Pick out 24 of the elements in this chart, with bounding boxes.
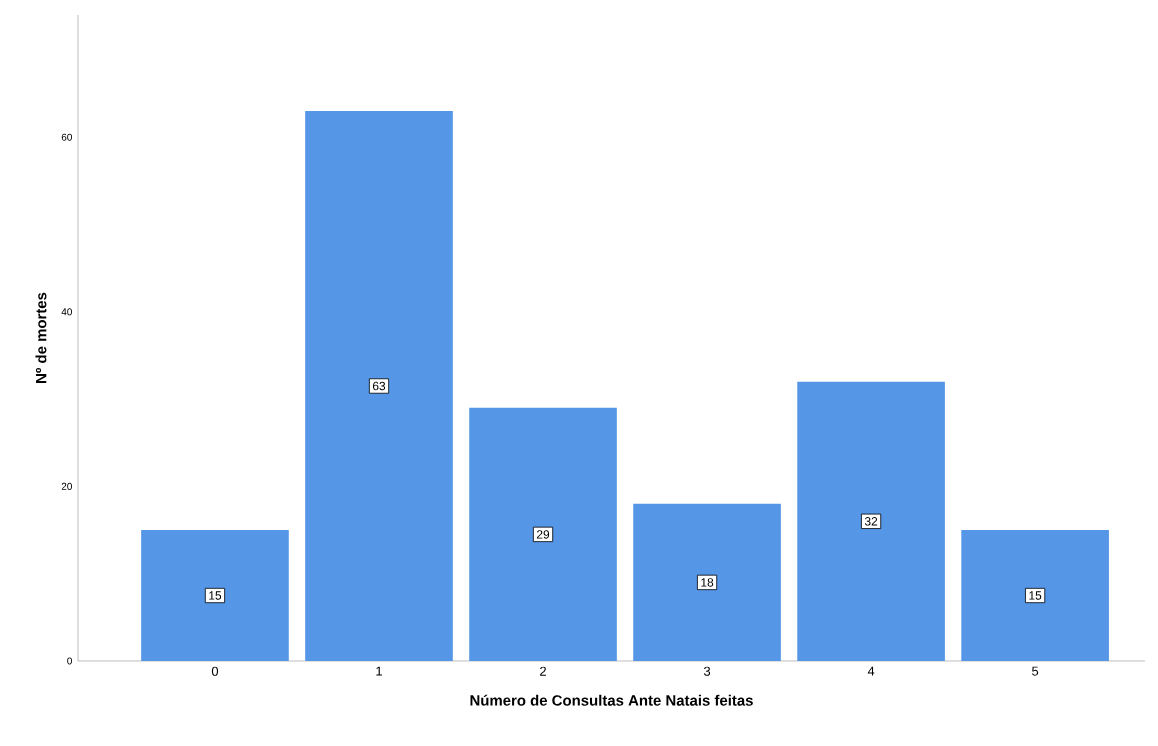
x-tick-label: 0 <box>211 666 219 676</box>
x-tick-label: 4 <box>867 666 875 676</box>
x-tick-label: 3 <box>703 666 711 676</box>
x-tick-label: 2 <box>540 666 546 676</box>
data-label: 15 <box>1029 591 1042 600</box>
bar <box>961 530 1109 661</box>
bar <box>141 530 289 661</box>
x-tick-label: 1 <box>376 666 382 676</box>
data-label: 63 <box>372 381 386 391</box>
x-axis-title: Número de Consultas Ante Natais feitas <box>470 694 753 706</box>
data-label: 32 <box>864 517 878 526</box>
data-label: 18 <box>701 578 714 587</box>
y-tick-label: 60 <box>61 133 72 141</box>
bar <box>305 111 453 661</box>
bar <box>797 381 945 661</box>
data-label: 29 <box>536 530 550 539</box>
bar <box>469 407 617 661</box>
y-tick-label: 40 <box>61 308 72 316</box>
y-tick-label: 0 <box>67 657 72 665</box>
x-tick-label: 5 <box>1032 666 1039 676</box>
y-axis-title: Nº de mortes <box>35 292 47 383</box>
bar <box>633 503 781 661</box>
data-label: 15 <box>209 591 222 600</box>
y-tick-label: 20 <box>61 482 72 490</box>
